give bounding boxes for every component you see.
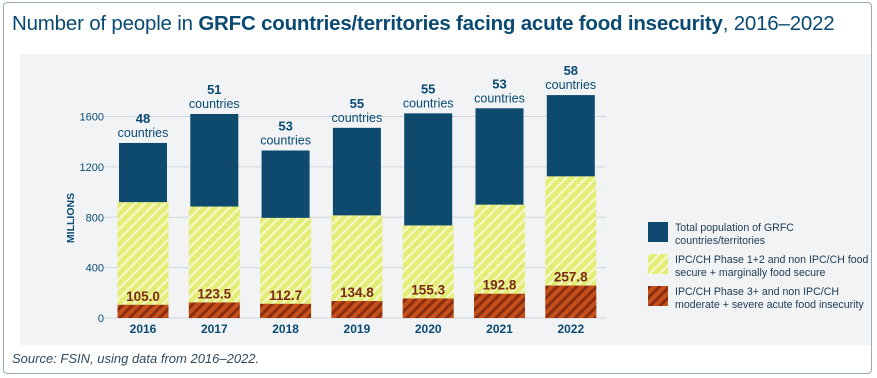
legend-swatch-total: [648, 222, 668, 242]
legend-item-total: Total population of GRFC countries/terri…: [648, 222, 873, 248]
bar-phase3: [402, 298, 454, 318]
y-tick-label: 1600: [80, 112, 104, 124]
y-axis-label: MILLIONS: [65, 193, 77, 243]
y-tick-label: 400: [86, 263, 104, 275]
x-tick-label: 2018: [272, 322, 299, 336]
annotation-count: 51: [207, 82, 221, 97]
value-label: 112.7: [269, 288, 302, 303]
x-tick-label: 2019: [344, 322, 371, 336]
value-label: 257.8: [554, 270, 588, 285]
legend-label-total: Total population of GRFC countries/terri…: [675, 222, 794, 247]
x-tick-label: 2022: [557, 322, 584, 336]
legend-label-phase3: IPC/CH Phase 3+ and non IPC/CH moderate …: [675, 286, 864, 311]
bar-phase12: [331, 215, 383, 318]
annotation-count: 55: [421, 81, 435, 96]
annotation-unit: countries: [118, 126, 169, 140]
y-tick-label: 1200: [80, 162, 104, 174]
bar-phase3: [474, 293, 525, 318]
value-label: 105.0: [126, 289, 160, 304]
value-label: 192.8: [483, 278, 517, 293]
x-tick-label: 2021: [486, 322, 513, 336]
y-tick-label: 800: [86, 212, 104, 224]
annotation-count: 58: [564, 63, 578, 78]
legend-swatch-phase3: [648, 286, 668, 306]
legend-label-phase12: IPC/CH Phase 1+2 and non IPC/CH food sec…: [675, 254, 869, 279]
title-bold: GRFC countries/territories facing acute …: [198, 12, 723, 35]
bar-phase3: [188, 302, 240, 318]
x-tick-label: 2017: [201, 322, 228, 336]
value-label: 123.5: [197, 286, 231, 301]
source-note: Source: FSIN, using data from 2016–2022.: [12, 351, 260, 366]
bar-phase12: [117, 202, 169, 318]
legend-swatch-phase12: [648, 254, 668, 274]
bar-phase3: [260, 303, 312, 318]
annotation-unit: countries: [332, 111, 383, 125]
title-prefix: Number of people in: [12, 12, 199, 35]
bar-phase3: [545, 285, 597, 318]
value-label: 134.8: [340, 285, 374, 300]
chart-frame: [3, 2, 872, 374]
bar-phase12: [188, 206, 240, 318]
annotation-unit: countries: [189, 97, 240, 111]
chart-title: Number of people in GRFC countries/terri…: [12, 12, 835, 36]
legend: Total population of GRFC countries/terri…: [648, 222, 873, 318]
bar-phase12: [260, 217, 312, 318]
annotation-count: 53: [278, 119, 292, 134]
legend-item-phase3: IPC/CH Phase 3+ and non IPC/CH moderate …: [648, 286, 873, 312]
annotation-count: 55: [350, 96, 364, 111]
x-tick-label: 2016: [130, 322, 157, 336]
annotation-count: 53: [492, 76, 506, 91]
title-suffix: , 2016–2022: [722, 12, 835, 35]
annotation-unit: countries: [403, 96, 454, 110]
value-label: 155.3: [411, 282, 445, 297]
annotation-unit: countries: [474, 91, 525, 105]
x-tick-label: 2020: [415, 322, 442, 336]
bar-phase3: [331, 301, 383, 318]
annotation-count: 48: [136, 111, 150, 126]
bar-phase3: [117, 304, 169, 318]
annotation-unit: countries: [545, 78, 596, 92]
y-tick-label: 0: [98, 313, 104, 325]
annotation-unit: countries: [260, 134, 311, 148]
legend-item-phase12: IPC/CH Phase 1+2 and non IPC/CH food sec…: [648, 254, 873, 280]
